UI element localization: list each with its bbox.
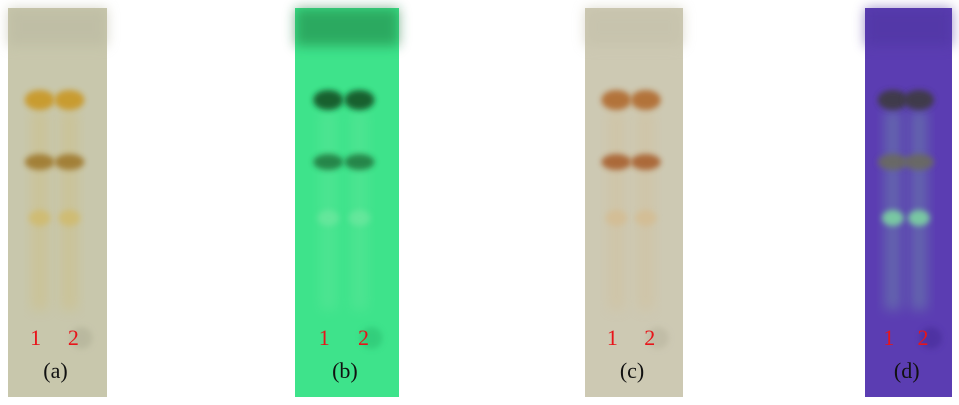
spot [601,154,631,170]
spot [313,90,343,110]
spot [904,90,934,110]
spot [605,210,627,226]
lane-number: 2 [644,325,655,350]
spot [313,154,343,170]
spot [344,90,374,110]
panel-label: (b) [332,358,358,383]
spot [908,210,930,226]
spot [344,154,374,170]
solvent-front [865,8,952,46]
spot [348,210,370,226]
spot [54,154,84,170]
panel-label: (a) [43,358,67,383]
lane-number: 2 [68,325,79,350]
lane-number: 1 [319,325,330,350]
solvent-front [295,8,399,46]
spot [54,90,84,110]
spot [25,90,55,110]
spot [317,210,339,226]
spot [882,210,904,226]
spot [29,210,51,226]
spot [601,90,631,110]
lane-number: 2 [358,325,369,350]
spot [631,154,661,170]
panel-label: (c) [620,358,644,383]
spot [904,154,934,170]
spot [25,154,55,170]
tlc-figure: 12(a)12(b)12(c)12(d) [0,0,959,405]
lane-number: 1 [607,325,618,350]
lane-number: 1 [883,325,894,350]
spot [631,90,661,110]
tlc-plate: 1 2(c) [585,8,683,397]
spot [878,154,908,170]
lane-number: 1 [30,325,41,350]
spot [878,90,908,110]
plate-background [295,8,399,397]
spot [635,210,657,226]
spot [58,210,80,226]
tlc-plate: 1 2(b) [295,8,399,397]
tlc-plate: 1 2(a) [8,8,107,397]
lane-number: 2 [917,325,928,350]
panel-label: (d) [894,358,920,383]
solvent-front [585,8,683,46]
solvent-front [8,8,107,46]
